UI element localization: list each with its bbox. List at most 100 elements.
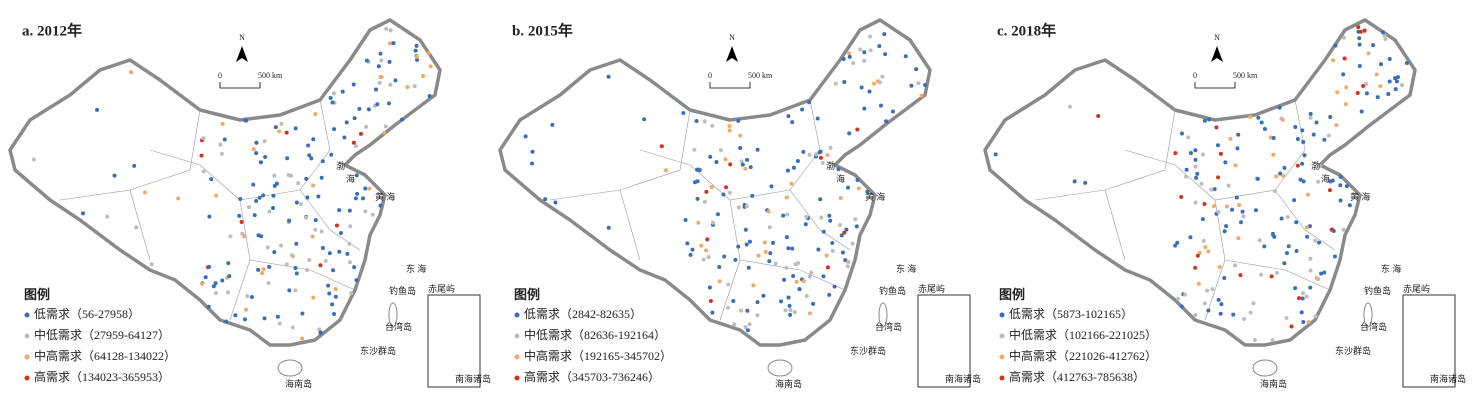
legend-item: 低需求（2842-82635）	[524, 307, 642, 321]
city-dot	[683, 217, 688, 222]
city-dot	[1277, 105, 1282, 110]
city-dot	[804, 214, 809, 219]
city-dot	[914, 67, 919, 72]
city-dot	[1281, 173, 1286, 178]
city-dot	[1206, 249, 1211, 254]
city-dot	[1256, 115, 1261, 120]
city-dot	[745, 308, 750, 313]
scale-zero: 0	[708, 71, 712, 80]
city-dot	[830, 248, 835, 253]
city-dot	[1306, 192, 1311, 197]
city-dot	[413, 48, 418, 53]
province-boundary	[639, 149, 791, 201]
city-dot	[288, 173, 293, 178]
city-dot	[240, 231, 245, 236]
city-dot	[744, 204, 749, 209]
city-dot	[1242, 316, 1247, 321]
province-boundary	[789, 189, 851, 251]
city-dot	[384, 26, 389, 31]
city-dot	[1304, 225, 1309, 230]
city-dot	[1362, 28, 1367, 33]
scale-distance: 500 km	[258, 71, 283, 80]
city-dot	[1294, 248, 1299, 253]
city-dot	[1343, 102, 1348, 107]
city-dot	[1295, 163, 1300, 168]
city-dot	[1313, 238, 1318, 243]
city-dot	[95, 107, 100, 112]
city-dot	[284, 262, 289, 267]
city-dot	[1193, 313, 1198, 318]
city-dot	[220, 121, 225, 126]
city-dot	[238, 197, 243, 202]
city-dot	[736, 244, 741, 249]
city-dot	[112, 173, 117, 178]
city-dot	[261, 267, 266, 272]
city-dot	[762, 240, 767, 245]
city-dot	[313, 218, 318, 223]
city-dot	[337, 249, 342, 254]
panel-title: c. 2018年	[997, 21, 1056, 39]
city-dot	[1268, 135, 1273, 140]
place-label: 台湾岛	[875, 321, 902, 332]
province-boundary	[739, 259, 846, 291]
city-dot	[267, 209, 272, 214]
city-dot	[755, 147, 760, 152]
legend-dot	[514, 354, 520, 360]
city-dot	[692, 147, 697, 152]
city-dot	[1222, 229, 1227, 234]
province-boundary	[549, 109, 691, 201]
city-dot	[745, 328, 750, 333]
city-dot	[694, 118, 699, 123]
city-dot	[1301, 179, 1306, 184]
north-label: N	[1214, 33, 1220, 42]
city-dot	[254, 151, 259, 156]
city-dot	[400, 117, 405, 122]
south-sea-inset	[1402, 294, 1456, 388]
city-dot	[708, 299, 713, 304]
city-dot	[277, 321, 282, 326]
city-dot	[688, 252, 693, 257]
city-dot	[340, 89, 345, 94]
city-dot	[841, 57, 846, 62]
city-dot	[1201, 238, 1206, 243]
city-dot	[334, 223, 339, 228]
city-dot	[856, 186, 861, 191]
city-dot	[732, 322, 737, 327]
city-dot	[1286, 244, 1291, 249]
city-dot	[745, 157, 750, 162]
city-dot	[847, 54, 852, 59]
city-dot	[1313, 314, 1318, 319]
city-dot	[31, 157, 36, 162]
city-dot	[1293, 286, 1298, 291]
city-dot	[766, 209, 771, 214]
hainan-island	[767, 359, 793, 377]
province-boundary	[1104, 189, 1126, 261]
city-dot	[1193, 157, 1198, 162]
city-dot	[1326, 133, 1331, 138]
city-dot	[697, 168, 702, 173]
city-dot	[259, 234, 264, 239]
city-dot	[285, 156, 290, 161]
city-dot	[294, 241, 299, 246]
city-dot	[287, 218, 292, 223]
city-dot	[1305, 234, 1310, 239]
city-dot	[814, 152, 819, 157]
city-dot	[382, 130, 387, 135]
city-dot	[724, 185, 729, 190]
city-dot	[768, 251, 773, 256]
city-dot	[1231, 312, 1236, 317]
city-dot	[1284, 315, 1289, 320]
city-dot	[1233, 163, 1238, 168]
city-dot	[287, 288, 292, 293]
city-dot	[347, 208, 352, 213]
legend-item: 中高需求（64128-134022）	[34, 348, 176, 363]
legend-dot	[514, 333, 520, 339]
city-dot	[1228, 136, 1233, 141]
city-dot	[1355, 91, 1360, 96]
city-dot	[1292, 198, 1297, 203]
city-dot	[1224, 224, 1229, 229]
north-label: N	[729, 33, 735, 42]
city-dot	[809, 270, 814, 275]
city-dot	[347, 241, 352, 246]
